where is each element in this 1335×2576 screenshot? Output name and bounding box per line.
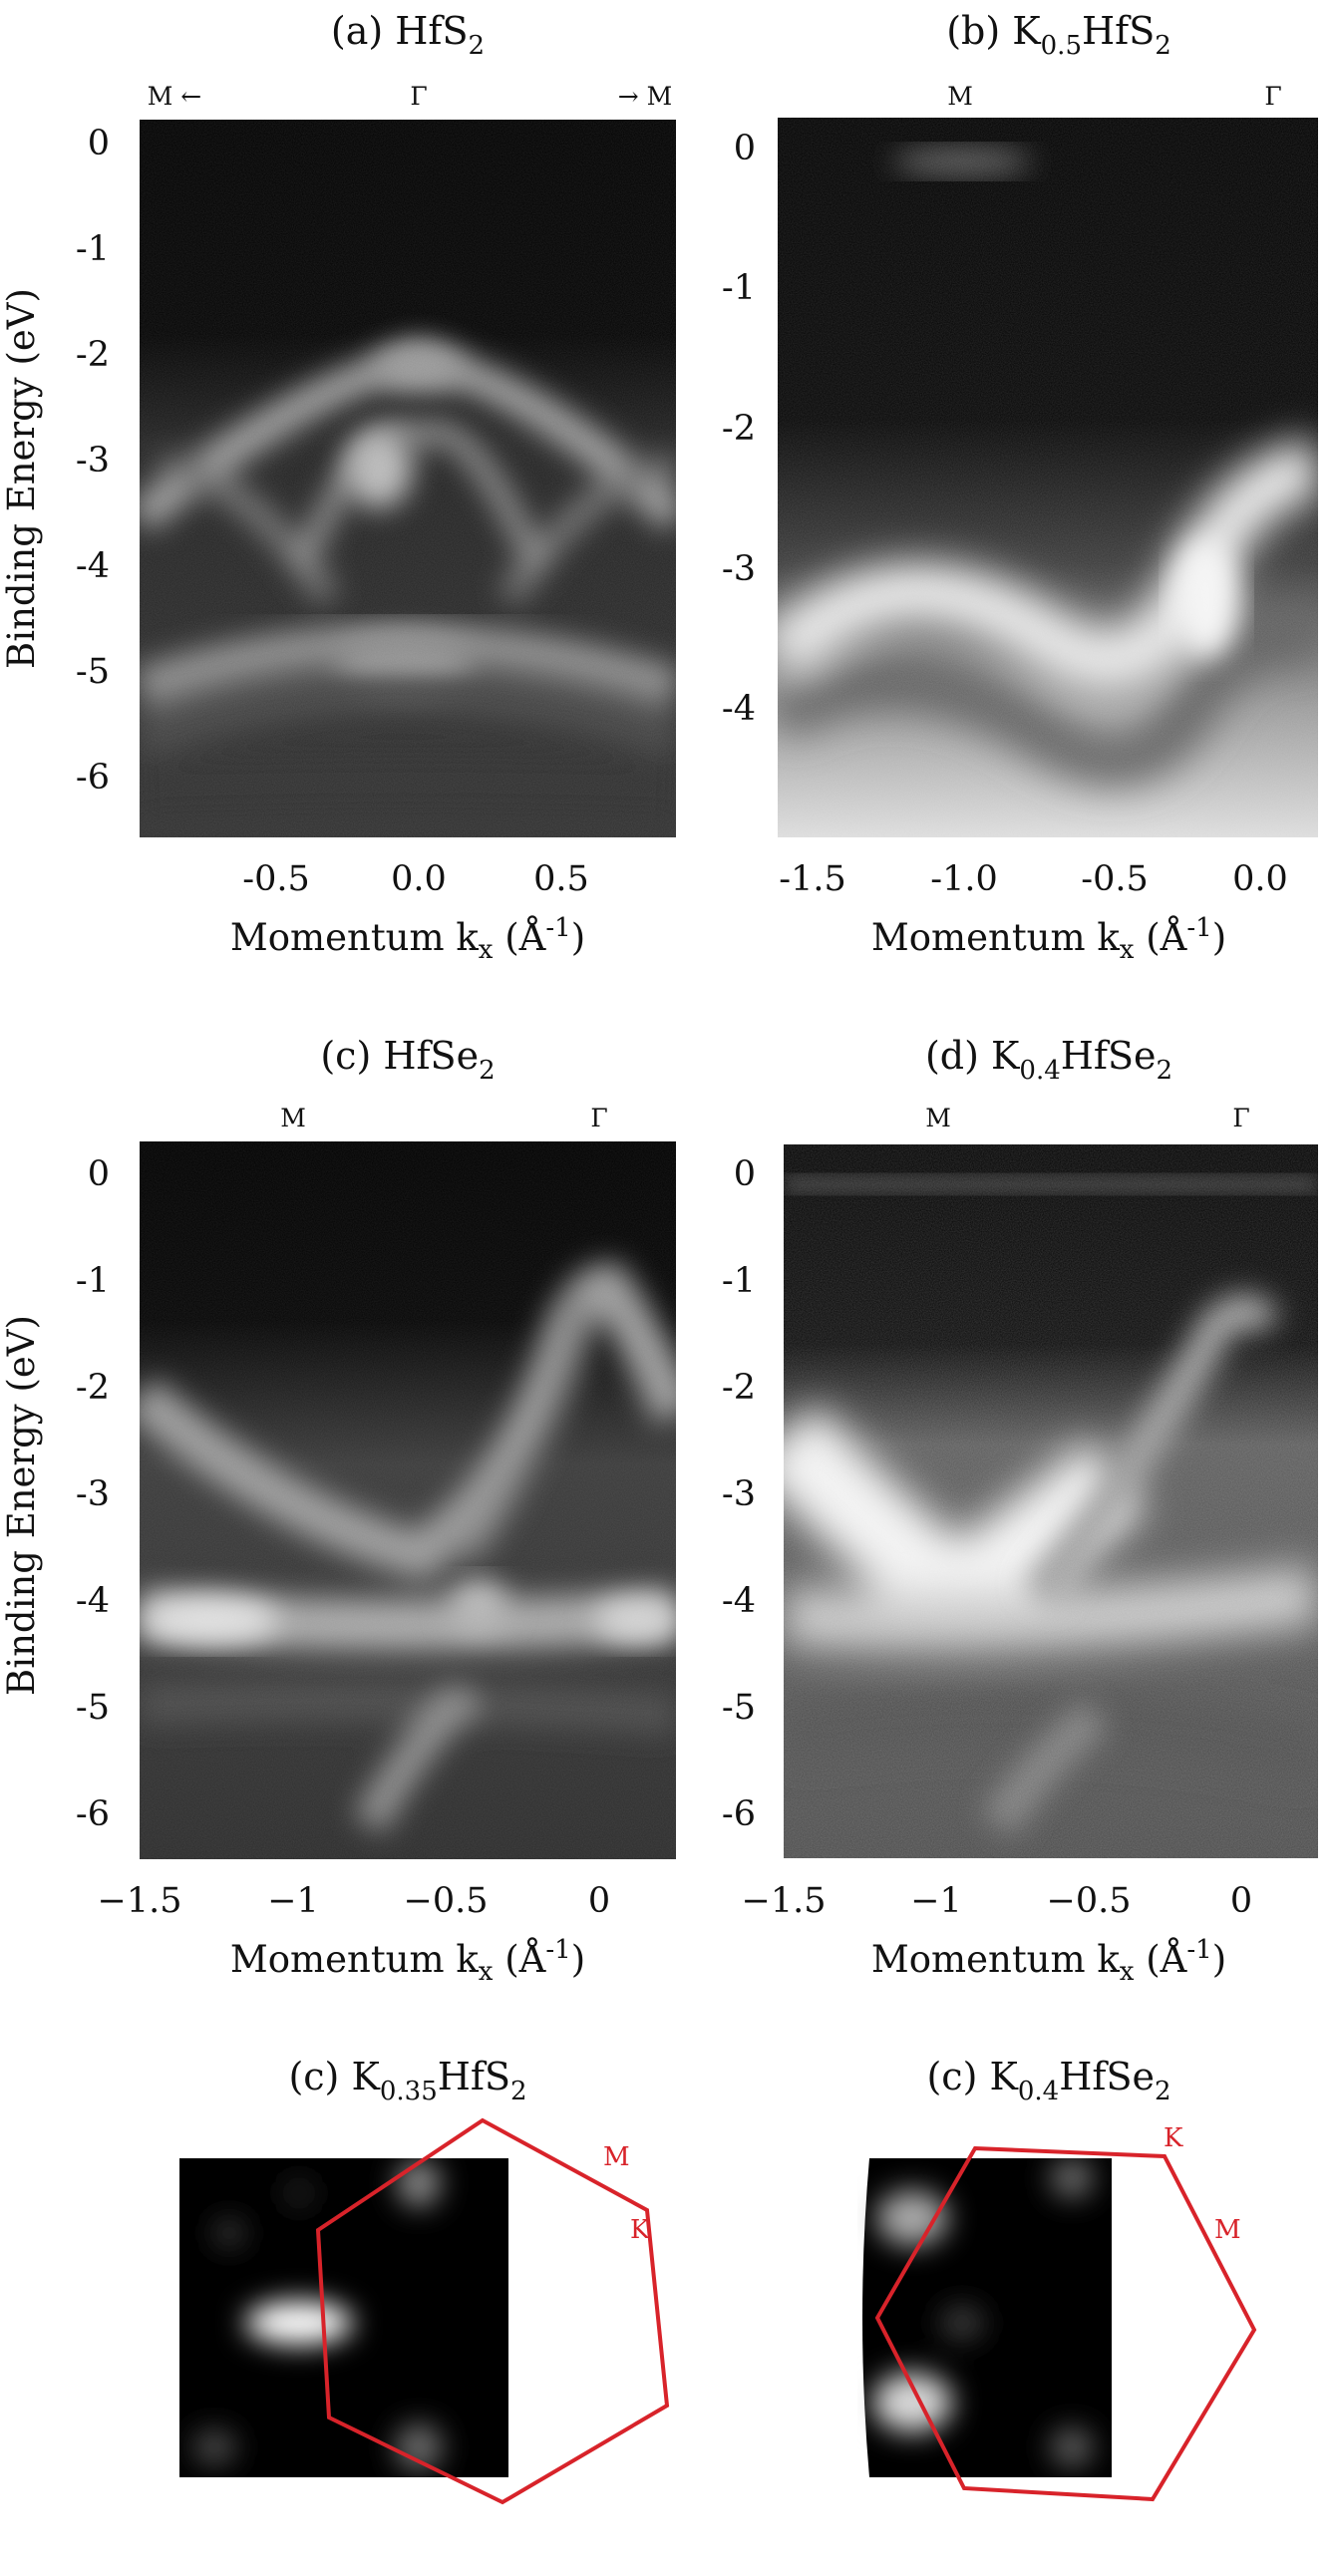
panel-a-hs-m-left: M ← — [148, 82, 202, 111]
panel-a-xtick: 0.5 — [533, 859, 589, 899]
panel-a-xtick: -0.5 — [242, 859, 310, 899]
panel-c-xtick: −1 — [267, 1881, 319, 1921]
panel-d-ytick: 0 — [734, 1154, 756, 1194]
panel-b: (b) K0.5HfS2 M Γ 0 -1 -2 -3 -4 -1.5 — [722, 9, 1318, 965]
panel-a-ytick: -3 — [76, 441, 110, 481]
panel-a: (a) HfS2 M ← Γ → M — [0, 9, 676, 965]
panel-a-ylabel: Binding Energy (eV) — [0, 288, 43, 669]
panel-a-ytick: -6 — [76, 758, 110, 798]
panel-a-ytick: 0 — [88, 124, 110, 163]
panel-b-ytick: -4 — [722, 689, 756, 729]
panel-c-ytick: -6 — [76, 1794, 110, 1834]
fermi-map-left: (c) K0.35HfS2 M K — [179, 2055, 670, 2505]
panel-b-xtick: -0.5 — [1081, 859, 1149, 899]
panel-a-hs-m-right: → M — [618, 82, 673, 111]
panel-b-ytick: 0 — [734, 129, 756, 168]
panel-b-xticks: -1.5 -1.0 -0.5 0.0 — [779, 859, 1288, 899]
panel-a-hs-gamma: Γ — [410, 82, 427, 111]
panel-c-ytick: -2 — [76, 1368, 110, 1408]
panel-b-ytick: -2 — [722, 409, 756, 449]
panel-a-ytick: -1 — [76, 229, 110, 269]
panel-a-ytick: -5 — [76, 652, 110, 692]
panel-b-xtick: 0.0 — [1232, 859, 1288, 899]
panel-a-yticks: 0 -1 -2 -3 -4 -5 -6 — [76, 124, 110, 798]
fermi-map-right-title: (c) K0.4HfSe2 — [926, 2055, 1170, 2106]
panel-b-ytick: -3 — [722, 549, 756, 589]
panel-c-yticks: 0 -1 -2 -3 -4 -5 -6 — [76, 1154, 110, 1834]
panel-d: (d) K0.4HfSe2 M Γ 0 -1 -2 -3 -4 — [722, 1034, 1318, 1987]
panel-c-image — [140, 1141, 676, 1859]
panel-a-xticks: -0.5 0.0 0.5 — [242, 859, 589, 899]
panel-d-xtick: 0 — [1230, 1881, 1252, 1921]
panel-c-ytick: -3 — [76, 1474, 110, 1514]
panel-c-xtick: −0.5 — [404, 1881, 489, 1921]
fermi-map-right: (c) K0.4HfSe2 K M — [862, 2055, 1257, 2502]
panel-d-ytick: -3 — [722, 1474, 756, 1514]
panel-d-xtick: −1.5 — [742, 1881, 827, 1921]
panel-c-xtick: 0 — [588, 1881, 610, 1921]
panel-b-image — [778, 118, 1318, 837]
panel-b-hs-m: M — [947, 82, 973, 111]
panel-d-xtick: −0.5 — [1047, 1881, 1132, 1921]
panel-b-ytick: -1 — [722, 268, 756, 308]
panel-a-ytick: -2 — [76, 335, 110, 375]
panel-a-title: (a) HfS2 — [331, 9, 485, 61]
fermi-map-right-image — [862, 2158, 1112, 2477]
panel-c-title: (c) HfSe2 — [320, 1034, 495, 1086]
panel-a-xtick: 0.0 — [391, 859, 447, 899]
panel-d-title: (d) K0.4HfSe2 — [925, 1034, 1172, 1086]
panel-b-xtick: -1.5 — [779, 859, 846, 899]
panel-c-ylabel: Binding Energy (eV) — [0, 1315, 43, 1696]
panel-d-yticks: 0 -1 -2 -3 -4 -5 -6 — [722, 1154, 756, 1834]
panel-d-ytick: -2 — [722, 1368, 756, 1408]
fermi-map-right-label-k: K — [1164, 2123, 1183, 2153]
fermi-map-right-hexagon — [874, 2145, 1257, 2502]
panel-d-ytick: -6 — [722, 1794, 756, 1834]
fermi-map-left-label-k: K — [630, 2215, 650, 2245]
panel-d-ytick: -4 — [722, 1581, 756, 1621]
panel-c-ytick: 0 — [88, 1154, 110, 1194]
panel-a-image — [140, 120, 676, 837]
panel-c-ytick: -4 — [76, 1581, 110, 1621]
panel-d-ytick: -1 — [722, 1261, 756, 1301]
panel-b-xtick: -1.0 — [930, 859, 998, 899]
fermi-map-left-label-m: M — [603, 2142, 630, 2172]
fermi-map-left-hexagon — [315, 2117, 670, 2505]
panel-a-xlabel: Momentum kx (Å-1) — [230, 913, 585, 965]
panel-a-ytick: -4 — [76, 546, 110, 586]
panel-b-title: (b) K0.5HfS2 — [946, 9, 1171, 61]
panel-d-xticks: −1.5 −1 −0.5 0 — [742, 1881, 1253, 1921]
panel-c-hs-m: M — [280, 1104, 306, 1132]
panel-c-ytick: -5 — [76, 1688, 110, 1728]
panel-b-yticks: 0 -1 -2 -3 -4 — [722, 129, 756, 729]
panel-c-ytick: -1 — [76, 1261, 110, 1301]
panel-d-hs-gamma: Γ — [1232, 1104, 1249, 1132]
fermi-map-left-title: (c) K0.35HfS2 — [288, 2055, 526, 2106]
panel-c-xtick: −1.5 — [98, 1881, 182, 1921]
fermi-map-left-image — [179, 2158, 508, 2477]
panel-b-hs-gamma: Γ — [1264, 82, 1281, 111]
panel-c-xticks: −1.5 −1 −0.5 0 — [98, 1881, 611, 1921]
panel-d-xtick: −1 — [910, 1881, 962, 1921]
panel-b-xlabel: Momentum kx (Å-1) — [871, 913, 1226, 965]
fermi-map-right-label-m: M — [1214, 2215, 1241, 2245]
panel-d-ytick: -5 — [722, 1688, 756, 1728]
panel-d-xlabel: Momentum kx (Å-1) — [871, 1935, 1226, 1987]
panel-d-image — [784, 1144, 1318, 1858]
panel-c: (c) HfSe2 M Γ 0 -1 -2 -3 — [0, 1034, 676, 1987]
panel-d-hs-m: M — [925, 1104, 951, 1132]
panel-c-xlabel: Momentum kx (Å-1) — [230, 1935, 585, 1987]
panel-c-hs-gamma: Γ — [590, 1104, 607, 1132]
